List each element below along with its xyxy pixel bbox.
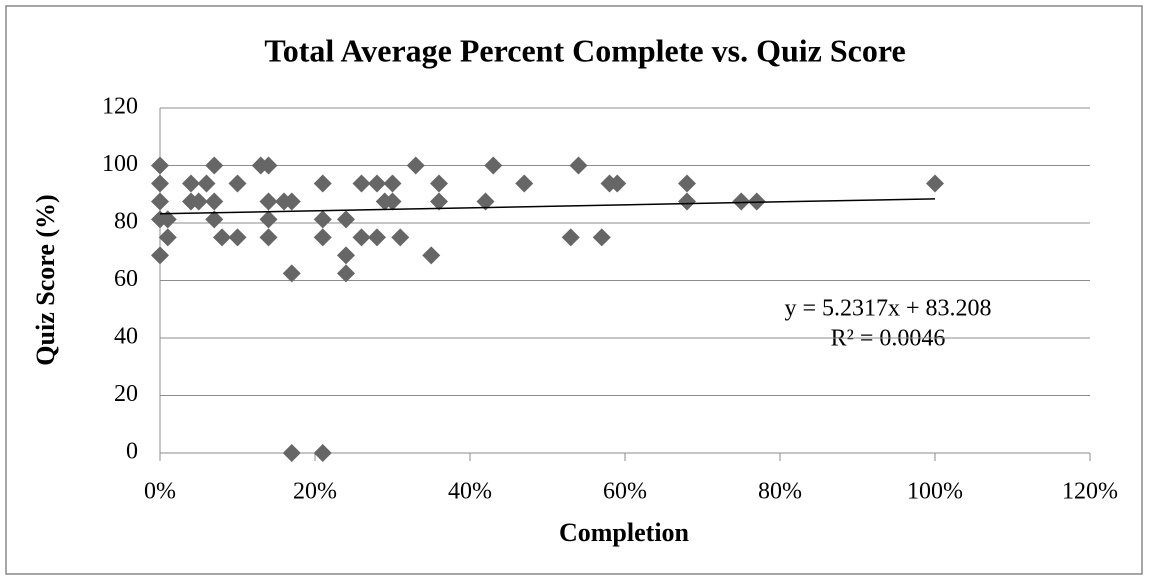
data-point — [151, 156, 169, 175]
y-tick-label: 60 — [114, 266, 138, 292]
x-tick-label: 60% — [603, 479, 647, 505]
data-point — [189, 192, 208, 211]
data-point — [337, 246, 355, 265]
trend-equation: y = 5.2317x + 83.208 — [784, 296, 991, 322]
data-point — [313, 444, 332, 462]
data-point — [337, 210, 355, 229]
data-point — [592, 228, 611, 247]
data-point — [313, 210, 332, 229]
trendline — [159, 198, 936, 215]
chart-title: Total Average Percent Complete vs. Quiz … — [264, 32, 905, 68]
data-point — [282, 192, 301, 211]
y-tick-label: 0 — [126, 439, 138, 465]
data-point — [678, 192, 696, 211]
data-point — [515, 174, 534, 193]
data-point — [383, 192, 402, 211]
data-point — [313, 228, 332, 247]
data-point — [383, 174, 402, 193]
data-point — [151, 246, 169, 265]
chart-frame — [5, 5, 1143, 575]
x-tick-label: 80% — [758, 479, 802, 505]
y-tick-label: 20 — [114, 381, 138, 407]
data-point — [259, 228, 278, 247]
data-point — [228, 174, 247, 193]
data-point — [158, 228, 177, 247]
data-point — [569, 156, 588, 175]
r-squared: R² = 0.0046 — [831, 326, 946, 352]
data-point — [151, 174, 169, 193]
y-tick-label: 100 — [102, 151, 138, 177]
data-point — [406, 156, 425, 175]
y-tick-label: 120 — [102, 94, 138, 120]
data-point — [337, 264, 355, 283]
x-tick-label: 100% — [907, 479, 963, 505]
data-point — [158, 210, 177, 229]
data-point — [352, 174, 371, 193]
y-tick-label: 80 — [114, 209, 138, 235]
x-tick-label: 20% — [293, 479, 337, 505]
data-point — [368, 174, 386, 193]
x-tick-label: 40% — [448, 479, 492, 505]
data-point — [391, 228, 410, 247]
data-point — [282, 264, 301, 283]
data-point — [259, 156, 278, 175]
y-tick-label: 40 — [114, 324, 138, 350]
data-point — [205, 192, 224, 211]
data-point — [561, 228, 580, 247]
data-point — [678, 174, 696, 193]
data-point — [213, 228, 231, 247]
x-tick-label: 120% — [1062, 479, 1118, 505]
data-point — [313, 174, 332, 193]
data-point — [476, 192, 495, 211]
data-point — [430, 192, 448, 211]
data-point — [747, 192, 766, 211]
data-point — [368, 228, 386, 247]
data-point — [926, 174, 944, 193]
data-point — [205, 210, 224, 229]
x-tick-label: 0% — [144, 479, 176, 505]
data-point — [422, 246, 441, 265]
y-axis-label: Quiz Score (%) — [31, 194, 60, 365]
data-point — [484, 156, 503, 175]
data-point — [352, 228, 371, 247]
data-point — [182, 174, 200, 193]
data-point — [282, 444, 301, 462]
data-point — [197, 174, 216, 193]
data-point — [205, 156, 224, 175]
data-point — [608, 174, 627, 193]
data-point — [228, 228, 247, 247]
x-axis-label: Completion — [559, 518, 690, 547]
data-point — [732, 192, 751, 211]
data-point — [259, 192, 278, 211]
data-point — [259, 210, 278, 229]
data-point — [430, 174, 448, 193]
data-point — [151, 192, 169, 211]
